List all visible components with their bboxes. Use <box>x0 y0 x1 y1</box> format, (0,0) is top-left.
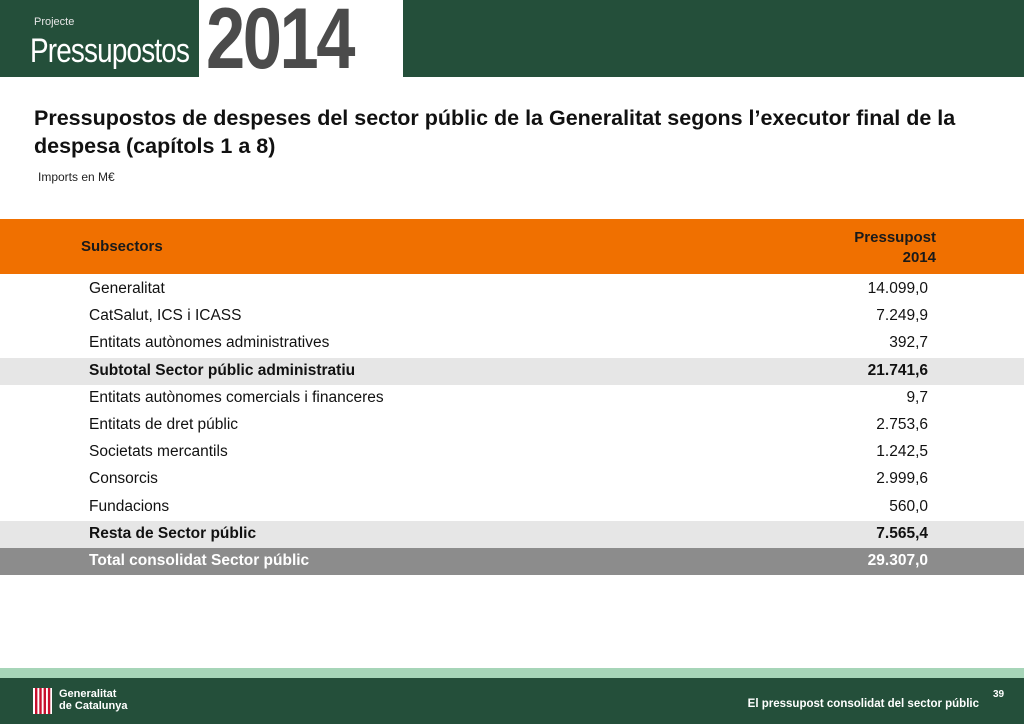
row-label: Fundacions <box>89 497 170 515</box>
column-header-budget-line2: 2014 <box>902 249 936 266</box>
header-bar <box>0 0 1024 77</box>
page-subtitle: Imports en M€ <box>38 170 115 184</box>
table-row: Entitats autònomes comercials i financer… <box>0 385 1024 412</box>
logo-text-line2: de Catalunya <box>59 700 128 712</box>
row-label: Resta de Sector públic <box>89 524 257 542</box>
column-header-budget: Pressupost 2014 <box>780 228 936 268</box>
table-row: Consorcis 2.999,6 <box>0 466 1024 493</box>
table-row: Societats mercantils 1.242,5 <box>0 439 1024 466</box>
row-label: Generalitat <box>89 280 165 297</box>
generalitat-logo-icon <box>33 688 52 714</box>
row-value: 14.099,0 <box>867 280 928 297</box>
table-row: CatSalut, ICS i ICASS 7.249,9 <box>0 303 1024 330</box>
row-value: 29.307,0 <box>867 551 928 569</box>
logo-text-line1: Generalitat <box>59 688 117 700</box>
row-value: 1.242,5 <box>876 443 928 461</box>
row-value: 2.753,6 <box>876 415 928 433</box>
row-value: 2.999,6 <box>876 470 928 488</box>
row-label: Subtotal Sector públic administratiu <box>89 361 356 379</box>
row-label: Societats mercantils <box>89 443 228 461</box>
row-label: Consorcis <box>89 470 158 488</box>
row-label: Entitats autònomes administratives <box>89 334 330 352</box>
page-number: 39 <box>993 689 1005 700</box>
row-value: 7.565,4 <box>876 524 928 542</box>
year-box <box>199 0 403 78</box>
row-value: 392,7 <box>889 334 928 352</box>
row-label: Total consolidat Sector públic <box>89 551 310 569</box>
table-row: Entitats autònomes administratives 392,7 <box>0 330 1024 357</box>
subtotal-row: Subtotal Sector públic administratiu 21.7… <box>0 357 1024 385</box>
row-label: CatSalut, ICS i ICASS <box>89 307 242 325</box>
table-body: Generalitat 14.099,0 CatSalut, ICS i ICAS… <box>0 276 1024 576</box>
column-header-budget-line1: Pressupost <box>854 229 936 246</box>
footer-caption: El pressupost consolidat del sector públ… <box>747 698 979 710</box>
column-header-subsectors: Subsectors <box>81 238 163 255</box>
row-value: 560,0 <box>889 497 928 515</box>
page-title: Pressupostos de despeses del sector públ… <box>34 106 956 158</box>
table-row: Fundacions 560,0 <box>0 494 1024 521</box>
header-kicker: Projecte <box>34 16 75 28</box>
header-title: Pressupostos <box>30 32 190 70</box>
table-row: Entitats de dret públic 2.753,6 <box>0 412 1024 439</box>
table-row: Generalitat 14.099,0 <box>0 276 1024 303</box>
total-row: Total consolidat Sector públic 29.307,0 <box>0 547 1024 576</box>
row-label: Entitats autònomes comercials i financer… <box>89 388 384 406</box>
row-label: Entitats de dret públic <box>89 415 239 433</box>
logo-text: Generalitat de Catalunya <box>59 688 127 712</box>
row-value: 9,7 <box>906 388 928 406</box>
footer-bar <box>0 678 1024 724</box>
header-year: 2014 <box>206 0 356 87</box>
row-value: 21.741,6 <box>867 361 928 379</box>
footer-stripe <box>0 668 1024 678</box>
subtotal-row: Resta de Sector públic 7.565,4 <box>0 520 1024 548</box>
table-header <box>0 219 1024 274</box>
row-value: 7.249,9 <box>876 307 928 325</box>
